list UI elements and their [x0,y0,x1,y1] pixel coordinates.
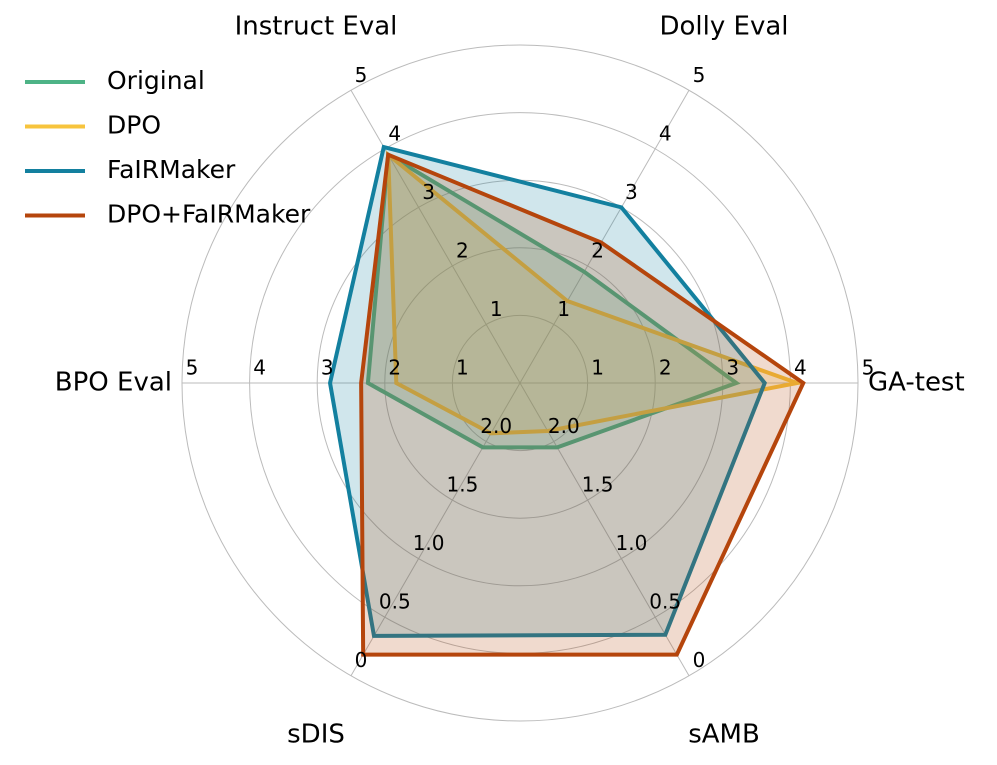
tick-label: 4 [794,356,807,380]
spoke [519,90,690,384]
tick-label: 0 [693,648,706,672]
legend-label: DPO+FaIRMaker [107,200,311,229]
category-label: GA-test [868,368,965,398]
tick-label: 1 [591,356,604,380]
category-label: sDIS [287,720,345,750]
tick-label: 2.0 [548,414,580,438]
legend-label: DPO [107,111,161,140]
series-area [330,147,765,636]
tick-label: 3 [422,180,435,204]
tick-label: 5 [693,63,706,87]
category-label: sAMB [688,720,760,750]
series-area [367,154,737,448]
tick-label: 1.0 [413,531,445,555]
category-label: BPO Eval [55,368,172,398]
tick-label: 1.5 [446,473,478,497]
series-line [359,151,806,657]
series-area [388,154,798,434]
tick-label: 4 [659,121,672,145]
tick-label: 3 [625,180,638,204]
series-line [328,144,768,638]
category-label: Dolly Eval [660,12,789,42]
tick-label: 5 [862,356,875,380]
tick-label: 5 [355,63,368,87]
tick-label: 2 [591,238,604,262]
tick-label: 2.0 [480,414,512,438]
tick-label: 1 [557,297,570,321]
tick-label: 3 [726,356,739,380]
tick-label: 3 [321,356,334,380]
tick-label: 1 [490,297,503,321]
tick-label: 0.5 [649,590,681,614]
spoke [350,90,521,384]
tick-label: 5 [186,356,199,380]
tick-label: 4 [253,356,266,380]
legend-label: FaIRMaker [107,155,236,184]
series-line [365,151,741,450]
legend-label: Original [107,66,205,95]
tick-label: 0.5 [379,590,411,614]
tick-label: 1.5 [582,473,614,497]
tick-label: 0 [355,648,368,672]
series-line [386,150,805,436]
tick-label: 2 [456,238,469,262]
tick-label: 2 [388,356,401,380]
tick-label: 2 [659,356,672,380]
series-area [361,154,804,655]
tick-label: 1.0 [615,531,647,555]
category-label: Instruct Eval [235,12,398,42]
tick-label: 1 [456,356,469,380]
tick-label: 4 [388,121,401,145]
